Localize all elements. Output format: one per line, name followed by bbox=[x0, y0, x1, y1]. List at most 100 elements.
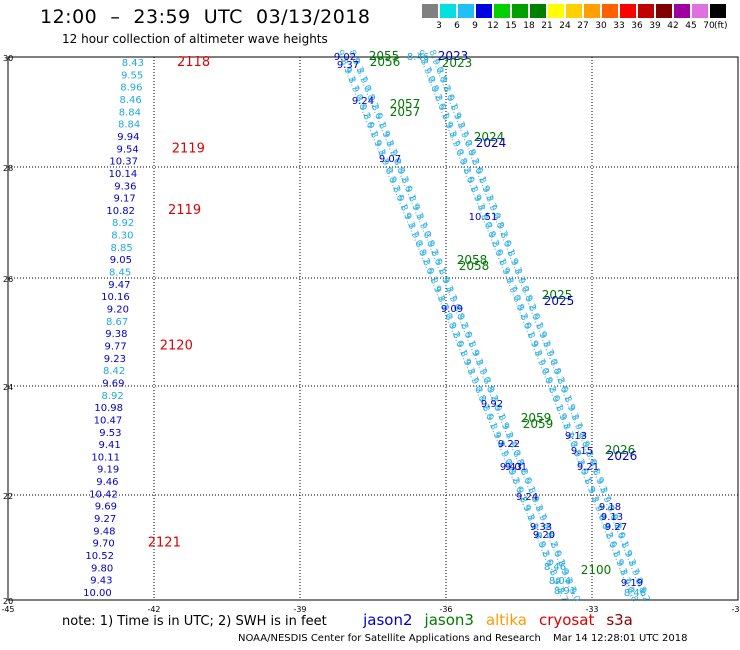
scale-unit: (ft) bbox=[714, 21, 728, 31]
chart-title: 12:00 – 23:59 UTC 03/13/2018 bbox=[40, 6, 371, 28]
swh-value: 9.53 bbox=[99, 428, 121, 439]
lat-tick-label: 28 bbox=[3, 164, 13, 173]
swh-value: 8.67 bbox=[106, 317, 128, 328]
swh-value: 9.43 bbox=[500, 462, 522, 473]
swh-value: 9.20 bbox=[107, 305, 129, 316]
track-time-label: 2025 bbox=[542, 288, 573, 302]
scale-label: 39 bbox=[649, 21, 661, 31]
scale-label: 42 bbox=[667, 21, 679, 31]
scale-label: 18 bbox=[523, 21, 535, 31]
swh-value: 9.43 bbox=[90, 576, 112, 587]
swh-value: 9.33 bbox=[530, 522, 552, 533]
track-time-label: 2059 bbox=[523, 417, 554, 431]
lat-tick-label: 24 bbox=[3, 383, 13, 392]
scale-swatch bbox=[674, 4, 690, 18]
scale-label: 70 bbox=[703, 21, 715, 31]
chart-subtitle: 12 hour collection of altimeter wave hei… bbox=[62, 32, 328, 46]
swh-value: 9.70 bbox=[92, 539, 114, 550]
swh-value: 9.22 bbox=[498, 439, 520, 450]
swh-value: 8.96 bbox=[120, 83, 142, 94]
swh-value: 9.19 bbox=[621, 578, 643, 589]
track-time-label: 2056 bbox=[370, 55, 401, 69]
scale-swatch bbox=[692, 4, 708, 18]
swh-value: 9.36 bbox=[114, 181, 136, 192]
swh-value: 9.47 bbox=[108, 280, 130, 291]
swh-value: 9.54 bbox=[116, 144, 138, 155]
scale-label: 36 bbox=[631, 21, 643, 31]
track-time-label: 2121 bbox=[148, 536, 181, 551]
track-time-label: 2023 bbox=[438, 49, 469, 63]
swh-value: 10.98 bbox=[94, 403, 123, 414]
scale-label: 12 bbox=[487, 21, 499, 31]
track-time-label: 2025 bbox=[544, 294, 575, 308]
track-time-label: 2119 bbox=[172, 141, 205, 156]
swh-value: 9.13 bbox=[601, 512, 623, 523]
legend-note: note: 1) Time is in UTC; 2) SWH is in fe… bbox=[62, 614, 327, 629]
swh-value: 10.00 bbox=[83, 588, 112, 599]
swh-value: 9.46 bbox=[96, 477, 118, 488]
swh-value: 8.04 bbox=[549, 576, 571, 587]
swh-value: 9.24 bbox=[352, 96, 374, 107]
swh-value: 10.42 bbox=[89, 489, 118, 500]
scale-swatch bbox=[440, 4, 456, 18]
swh-value: 8.46 bbox=[544, 562, 566, 573]
scale-label: 45 bbox=[685, 21, 697, 31]
lon-tick-label: -39 bbox=[293, 605, 306, 614]
swh-value: 9.94 bbox=[117, 132, 139, 143]
swh-value: 8.46 bbox=[407, 52, 429, 63]
swh-value: 9.18 bbox=[599, 502, 621, 513]
swh-value: 8.42 bbox=[103, 366, 125, 377]
scale-swatch bbox=[710, 4, 726, 18]
swh-value: 9.24 bbox=[516, 492, 538, 503]
swh-value: 10.37 bbox=[109, 157, 138, 168]
scale-swatch bbox=[530, 4, 546, 18]
swh-value: 8.43 bbox=[122, 58, 144, 69]
swh-value: 9.02 bbox=[334, 52, 356, 63]
swh-value: 9.13 bbox=[565, 431, 587, 442]
satellite-jason3: jason3 bbox=[424, 611, 474, 629]
lon-tick-label: -36 bbox=[439, 605, 452, 614]
lon-tick-label: -33 bbox=[585, 605, 598, 614]
scale-label: 30 bbox=[595, 21, 607, 31]
scale-swatch bbox=[584, 4, 600, 18]
swh-value: 9.05 bbox=[110, 255, 132, 266]
swh-value: 8.84 bbox=[118, 120, 140, 131]
scale-label: 9 bbox=[472, 21, 478, 31]
legend: note: 1) Time is in UTC; 2) SWH is in fe… bbox=[62, 611, 633, 629]
swh-value: 9.48 bbox=[93, 526, 115, 537]
swh-value: 9.20 bbox=[533, 530, 555, 541]
swh-value: 9.23 bbox=[104, 354, 126, 365]
track-time-label: 2118 bbox=[177, 55, 210, 70]
scale-swatch bbox=[548, 4, 564, 18]
satellite-altika: altika bbox=[485, 611, 527, 629]
footer-timestamp: Mar 14 12:28:01 UTC 2018 bbox=[553, 633, 688, 644]
scale-swatch bbox=[638, 4, 654, 18]
swh-value: 9.19 bbox=[97, 465, 119, 476]
swh-value: 8.46 bbox=[624, 588, 646, 599]
lon-tick-label: -45 bbox=[1, 605, 14, 614]
swh-value: 9.01 bbox=[505, 462, 527, 473]
track-time-label: 2026 bbox=[605, 443, 636, 457]
swh-value: 10.11 bbox=[91, 452, 120, 463]
scale-swatch bbox=[494, 4, 510, 18]
swh-value: 8.85 bbox=[110, 243, 132, 254]
scale-label: 33 bbox=[613, 21, 625, 31]
track-time-label: 2059 bbox=[521, 411, 552, 425]
scale-swatch bbox=[512, 4, 528, 18]
scale-swatch bbox=[566, 4, 582, 18]
track-time-label: 2024 bbox=[474, 130, 505, 144]
satellite-cryosat: cryosat bbox=[538, 611, 595, 629]
scale-label: 24 bbox=[559, 21, 571, 31]
swh-value: 8.84 bbox=[119, 107, 141, 118]
lon-tick-label: -30 bbox=[731, 605, 740, 614]
swh-value: 10.82 bbox=[106, 206, 135, 217]
swh-value: 10.51 bbox=[469, 212, 498, 223]
satellite-jason2: jason2 bbox=[363, 611, 413, 629]
swh-value: 9.17 bbox=[113, 194, 135, 205]
track-time-label: 2057 bbox=[390, 105, 421, 119]
scale-label: 27 bbox=[577, 21, 589, 31]
swh-value: 8.45 bbox=[109, 268, 131, 279]
swh-value: 10.14 bbox=[109, 169, 138, 180]
swh-value: 9.37 bbox=[337, 60, 359, 71]
